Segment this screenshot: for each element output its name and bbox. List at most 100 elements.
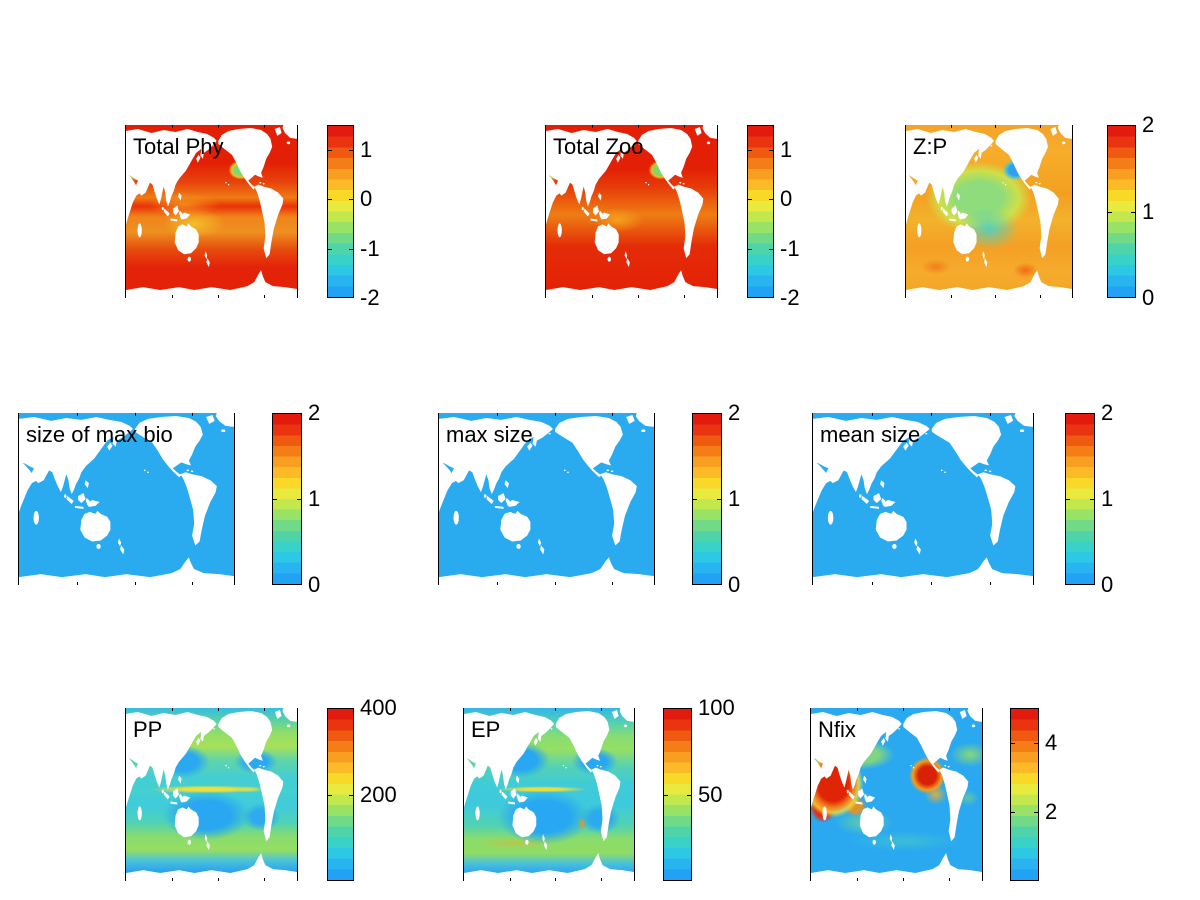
map-bottom-ticks [813,582,1033,585]
colorbar-ticks: 2 1 0 [692,402,740,596]
colorbar-ticks: 1 0 -1 -2 [747,125,800,309]
colorbar-mean-size: 2 1 0 [1065,402,1131,596]
panel-z-p: Z:P 2 1 0 [905,114,1185,309]
colorbar-tick-mark [1010,743,1039,745]
colorbar-total-phy: 1 0 -1 -2 [327,125,395,309]
map-title: mean size [820,422,921,447]
panel-pp: PP 400 200 [125,697,415,883]
map-top-ticks [464,708,634,711]
map-title: Nfix [818,717,856,742]
colorbar-z-p: 2 1 0 [1107,114,1177,309]
colorbar-tick-label: 0 [1101,572,1114,597]
map-top-ticks [19,413,234,416]
map-top-ticks [813,413,1033,416]
colorbar-tick-label: 2 [728,400,741,425]
colorbar-gradient [747,125,774,298]
map-title: EP [471,717,501,742]
colorbar-tick-mark [272,499,302,500]
colorbar-tick-label: 2 [1045,798,1058,824]
colorbar-gradient [327,125,354,298]
map-top-ticks [546,125,717,128]
colorbar-tick-label: 200 [360,781,397,807]
map-title: size of max bio [26,422,173,447]
map-total-zoo: Total Zoo [545,125,718,298]
colorbar-tick-mark [1107,211,1136,213]
map-total-phy: Total Phy [125,125,298,298]
map-title: Total Zoo [553,134,644,159]
map-title: PP [133,717,163,742]
map-bottom-ticks [906,295,1072,298]
colorbar-tick-mark [692,499,722,500]
colorbar-tick-mark [1065,499,1095,500]
map-bottom-ticks [464,878,634,881]
map-top-ticks [439,413,654,416]
colorbar-tick-label: 2 [308,400,321,425]
map-nfix: Nfix [810,708,983,881]
colorbar-tick-label: 0 [360,186,373,212]
colorbar-tick-label: -2 [360,285,380,310]
colorbar-tick-label: 0 [308,572,321,597]
colorbar-tick-label: 1 [728,486,741,511]
colorbar-tick-label: -1 [780,235,800,261]
colorbar-tick-mark [327,248,354,250]
map-top-ticks [906,125,1072,128]
colorbar-max-size: 2 1 0 [692,402,758,596]
panel-mean-size: mean size 2 1 0 [812,402,1142,596]
colorbar-tick-label: 1 [308,486,321,511]
map-max-size: max size [438,413,655,585]
colorbar-gradient [1010,708,1039,881]
colorbar-tick-label: -2 [780,285,800,310]
colorbar-ticks: 100 50 [663,697,735,881]
map-bottom-ticks [546,295,717,298]
colorbar-tick-mark [663,794,692,796]
colorbar-tick-label: 1 [1142,198,1155,224]
map-top-ticks [811,708,982,711]
panel-total-zoo: Total Zoo 1 0 -1 -2 [545,125,815,309]
panel-ep: EP 100 50 [463,697,753,883]
colorbar-tick-label: 1 [360,137,373,163]
colorbar-tick-label: 100 [698,695,735,720]
colorbar-tick-label: 0 [780,186,793,212]
map-bottom-ticks [811,878,982,881]
map-top-ticks [126,125,297,128]
map-pp: PP [125,708,298,881]
colorbar-ticks: 400 200 [327,697,397,881]
colorbar-tick-label: 1 [1101,486,1114,511]
colorbar-tick-mark [747,199,774,201]
colorbar-tick-mark [747,248,774,250]
colorbar-ep: 100 50 [663,697,743,881]
map-bottom-ticks [439,582,654,585]
map-title: Total Phy [133,134,224,159]
colorbar-tick-label: 400 [360,695,397,720]
colorbar-tick-label: 2 [1101,400,1114,425]
map-size-of-max-bio: size of max bio [18,413,235,585]
colorbar-size-of-max-bio: 2 1 0 [272,402,338,596]
colorbar-tick-mark [327,794,354,796]
colorbar-tick-mark [1010,811,1039,813]
colorbar-total-zoo: 1 0 -1 -2 [747,125,815,309]
map-mean-size: mean size [812,413,1034,585]
panel-total-phy: Total Phy 1 0 -1 -2 [125,125,395,309]
map-bottom-ticks [19,582,234,585]
colorbar-tick-label: -1 [360,235,380,261]
colorbar-tick-mark [327,150,354,152]
map-top-ticks [126,708,297,711]
colorbar-tick-label: 0 [1142,285,1155,310]
colorbar-tick-label: 2 [1142,112,1155,137]
colorbar-tick-mark [747,150,774,152]
colorbar-ticks: 2 1 0 [272,402,320,596]
colorbar-tick-label: 1 [780,137,793,163]
colorbar-tick-label: 50 [698,781,723,807]
map-z-p: Z:P [905,125,1073,298]
map-title: max size [446,422,533,447]
panel-max-size: max size 2 1 0 [438,402,758,596]
map-ep: EP [463,708,635,881]
colorbar-ticks: 2 1 0 [1065,402,1113,596]
colorbar-tick-mark [327,199,354,201]
colorbar-pp: 400 200 [327,697,413,881]
map-title: Z:P [913,134,948,159]
